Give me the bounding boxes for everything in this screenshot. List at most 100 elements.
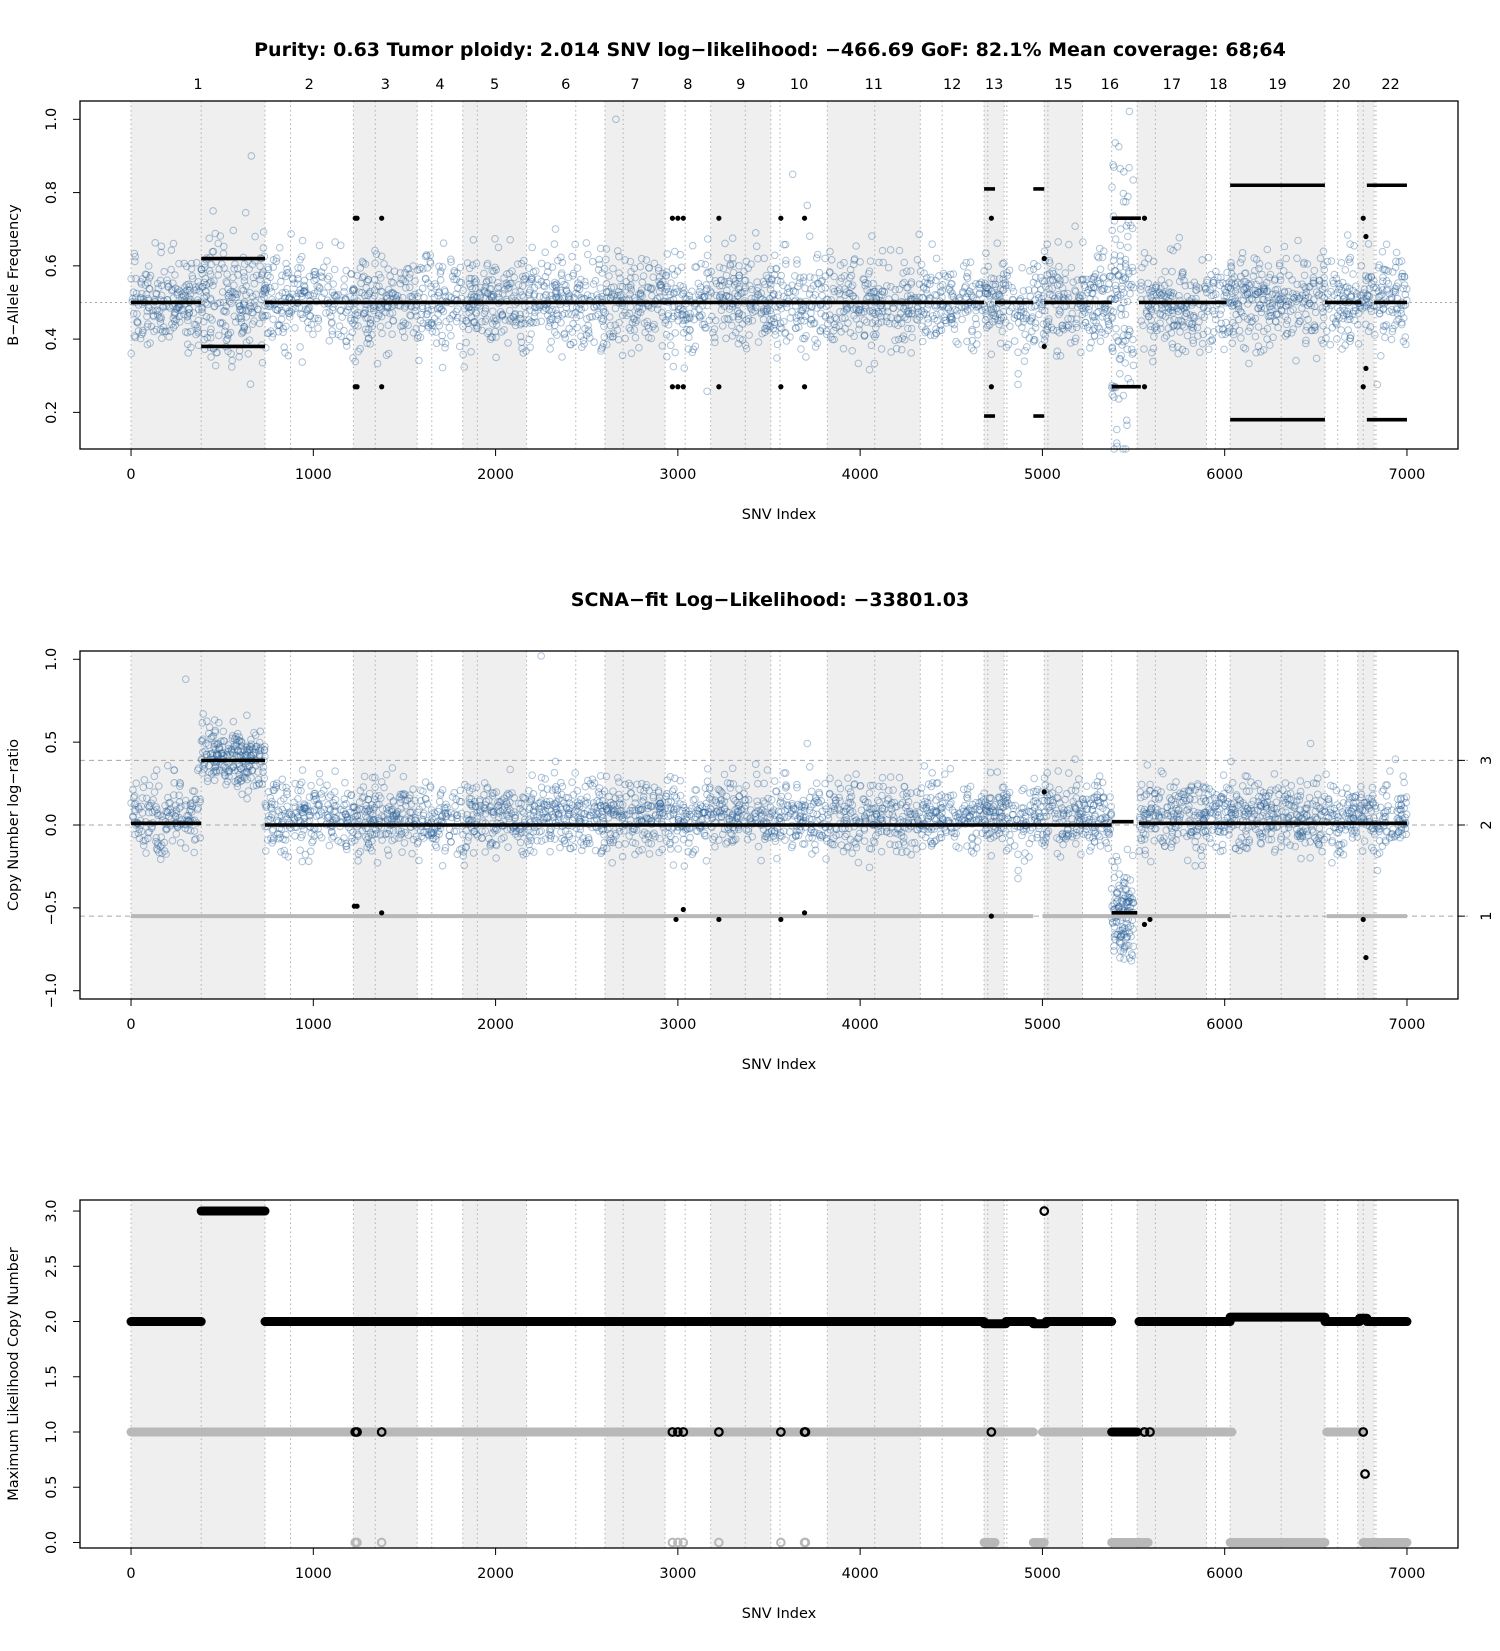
snv-point bbox=[1210, 310, 1219, 319]
snv-point bbox=[419, 319, 428, 328]
snv-point bbox=[505, 306, 514, 315]
snv-point bbox=[676, 250, 685, 259]
snv-point bbox=[342, 308, 350, 317]
snv-point bbox=[1173, 321, 1182, 329]
snv-point bbox=[496, 308, 505, 316]
fit-dot bbox=[379, 215, 385, 221]
snv-point bbox=[999, 275, 1008, 283]
snv-point bbox=[1041, 332, 1049, 340]
snv-point bbox=[1155, 288, 1164, 297]
snv-point bbox=[332, 292, 341, 300]
snv-point bbox=[487, 285, 495, 293]
snv-point bbox=[658, 308, 666, 317]
snv-point bbox=[438, 263, 447, 271]
snv-point bbox=[464, 303, 473, 312]
snv-point bbox=[855, 320, 864, 329]
snv-point bbox=[1103, 285, 1112, 294]
snv-point bbox=[200, 260, 209, 268]
snv-point bbox=[968, 336, 977, 345]
snv-point bbox=[246, 302, 254, 311]
snv-point bbox=[674, 316, 683, 325]
snv-point bbox=[553, 310, 561, 318]
snv-point bbox=[1329, 277, 1337, 285]
snv-point bbox=[1257, 304, 1265, 313]
snv-point bbox=[1106, 306, 1115, 314]
snv-point bbox=[247, 299, 255, 307]
snv-point bbox=[663, 352, 671, 361]
snv-point bbox=[161, 327, 169, 336]
snv-point bbox=[285, 307, 294, 315]
snv-point bbox=[413, 334, 422, 343]
snv-point bbox=[358, 289, 366, 297]
snv-point bbox=[1049, 269, 1058, 278]
snv-point bbox=[411, 277, 419, 286]
snv-point bbox=[511, 321, 520, 330]
snv-point bbox=[166, 304, 174, 312]
snv-point bbox=[724, 280, 733, 288]
snv-point bbox=[890, 320, 899, 328]
snv-point bbox=[258, 312, 267, 321]
snv-point bbox=[791, 324, 800, 332]
snv-point bbox=[419, 304, 427, 313]
snv-point bbox=[322, 309, 330, 317]
snv-point bbox=[455, 342, 464, 351]
fit-dot bbox=[716, 215, 722, 221]
snv-point bbox=[260, 285, 269, 293]
snv-point bbox=[364, 314, 372, 322]
snv-point bbox=[375, 270, 383, 279]
snv-point bbox=[1093, 309, 1101, 317]
snv-point bbox=[131, 257, 139, 266]
snv-point bbox=[239, 328, 247, 337]
snv-point bbox=[1255, 276, 1263, 285]
snv-point bbox=[1053, 281, 1062, 290]
snv-point bbox=[1120, 324, 1129, 333]
snv-point bbox=[980, 282, 989, 290]
snv-point bbox=[578, 343, 586, 352]
snv-point bbox=[364, 276, 373, 284]
snv-point bbox=[1178, 317, 1186, 326]
snv-point bbox=[845, 289, 853, 298]
snv-point bbox=[947, 287, 955, 296]
snv-point bbox=[388, 330, 396, 339]
snv-point bbox=[528, 275, 537, 284]
snv-point bbox=[267, 288, 276, 296]
snv-point bbox=[129, 288, 138, 297]
snv-point bbox=[629, 315, 638, 323]
snv-point bbox=[757, 309, 765, 318]
snv-point bbox=[671, 247, 679, 256]
snv-point bbox=[712, 279, 721, 288]
snv-point bbox=[1018, 263, 1026, 272]
snv-point bbox=[1089, 275, 1098, 284]
snv-point bbox=[351, 357, 360, 366]
snv-point bbox=[200, 278, 208, 287]
snv-point bbox=[878, 246, 887, 255]
snv-point bbox=[1147, 305, 1156, 314]
snv-point bbox=[144, 279, 152, 287]
snv-point bbox=[649, 322, 657, 331]
snv-point bbox=[869, 279, 878, 288]
snv-point bbox=[1037, 294, 1046, 303]
fit-dot bbox=[801, 384, 808, 390]
snv-point bbox=[1263, 287, 1272, 295]
snv-point bbox=[239, 327, 247, 335]
snv-point bbox=[688, 287, 696, 296]
snv-point bbox=[726, 261, 735, 270]
snv-point bbox=[784, 284, 792, 293]
snv-point bbox=[780, 317, 788, 326]
snv-point bbox=[688, 348, 697, 357]
snv-point bbox=[237, 329, 246, 338]
snv-point bbox=[1182, 309, 1191, 317]
snv-point bbox=[532, 318, 541, 327]
snv-point bbox=[198, 305, 206, 314]
snv-point bbox=[1374, 293, 1383, 301]
snv-point bbox=[169, 279, 177, 288]
snv-point bbox=[806, 320, 815, 328]
snv-point bbox=[1005, 266, 1014, 275]
snv-point bbox=[511, 311, 519, 319]
snv-point bbox=[389, 316, 397, 325]
snv-point bbox=[685, 333, 693, 342]
snv-point bbox=[564, 290, 573, 298]
snv-point bbox=[1061, 276, 1069, 284]
snv-point bbox=[1101, 330, 1109, 338]
snv-point bbox=[1298, 291, 1307, 300]
